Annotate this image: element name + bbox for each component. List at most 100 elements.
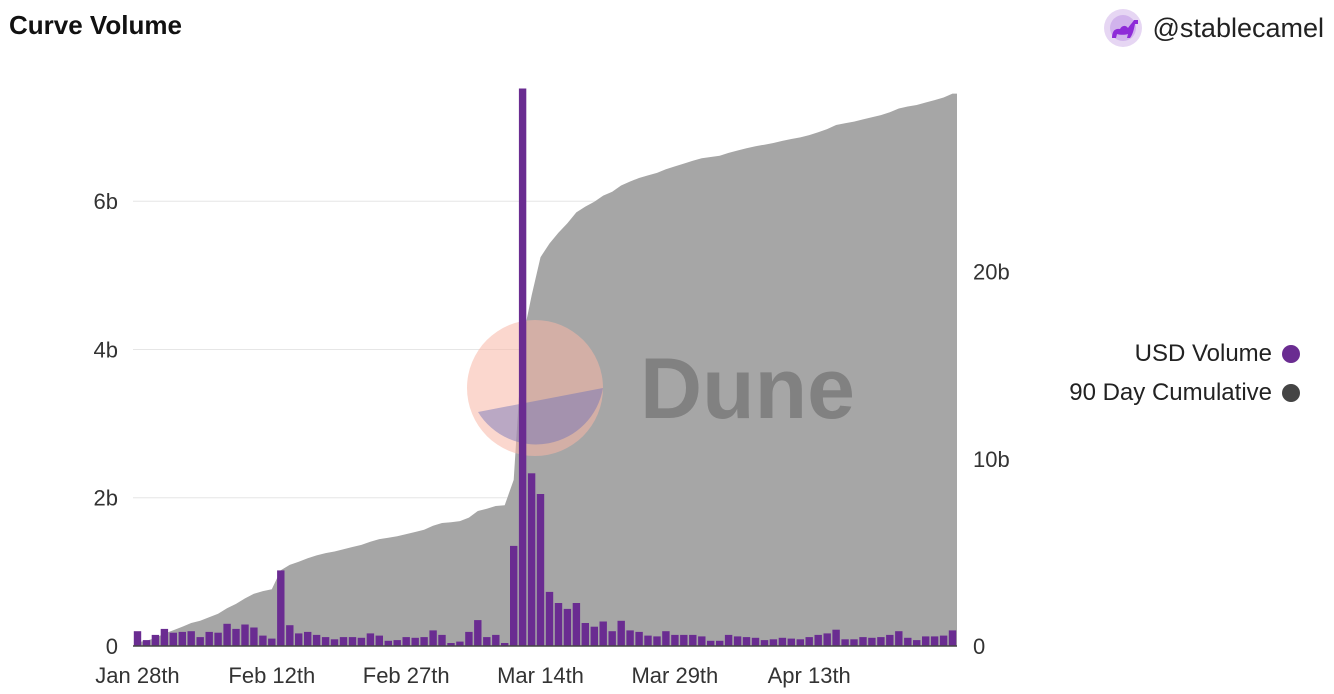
volume-bar <box>295 633 303 646</box>
volume-bar <box>483 637 491 646</box>
author-handle: @stablecamel <box>1152 12 1324 43</box>
volume-bar <box>286 625 294 646</box>
watermark-logo-shade <box>478 388 603 445</box>
volume-bar <box>241 624 249 646</box>
volume-bar <box>536 494 545 646</box>
legend-label: USD Volume <box>1134 339 1272 367</box>
volume-bar <box>214 632 222 646</box>
volume-bar <box>357 637 366 646</box>
x-axis-tick-label: Mar 29th <box>631 663 718 688</box>
volume-bar <box>805 637 813 646</box>
volume-bar <box>321 637 330 646</box>
volume-bar <box>366 633 375 646</box>
volume-bar <box>393 640 401 646</box>
x-axis-tick-label: Apr 13th <box>768 663 851 688</box>
volume-bar <box>689 634 697 646</box>
volume-bar <box>635 631 643 646</box>
volume-bar <box>778 637 787 646</box>
volume-bar <box>769 639 778 646</box>
volume-bar <box>787 638 795 646</box>
volume-bar <box>420 637 428 646</box>
volume-bar <box>447 643 455 646</box>
volume-bar <box>268 638 276 646</box>
volume-bar <box>724 634 733 646</box>
volume-bar <box>375 635 383 646</box>
volume-bar <box>277 570 285 646</box>
volume-bar <box>572 603 581 646</box>
legend-item-90-day-cumulative[interactable]: 90 Day Cumulative <box>1050 373 1300 412</box>
legend-dot-icon <box>1282 383 1300 402</box>
volume-bar <box>438 634 446 646</box>
volume-bar <box>617 620 625 646</box>
volume-bar <box>626 630 634 646</box>
left-axis-tick-label: 2b <box>94 486 118 511</box>
volume-bar <box>429 630 437 646</box>
volume-bar <box>796 639 804 646</box>
watermark-logo-icon <box>467 320 603 456</box>
volume-bar <box>312 634 321 646</box>
volume-bar <box>895 631 903 646</box>
watermark-text: Dune <box>640 341 855 437</box>
volume-bar <box>590 626 598 646</box>
volume-bar <box>751 637 760 646</box>
volume-bar <box>653 636 661 646</box>
volume-bar <box>527 473 536 646</box>
volume-bar <box>608 631 616 646</box>
volume-bar <box>330 639 339 646</box>
author-badge[interactable]: @stablecamel <box>1103 8 1324 48</box>
volume-bar <box>841 639 849 646</box>
right-axis-tick-label: 0 <box>973 634 985 659</box>
camel-avatar-icon <box>1103 9 1142 47</box>
volume-bar <box>205 631 213 646</box>
volume-bar <box>922 636 930 646</box>
volume-bar <box>232 628 240 646</box>
volume-bar <box>680 634 688 646</box>
volume-bar <box>492 634 500 646</box>
volume-bar <box>402 637 410 646</box>
volume-bar <box>160 628 169 646</box>
volume-bar <box>850 639 858 646</box>
volume-bar <box>581 623 589 646</box>
volume-bar <box>644 635 652 646</box>
dune-watermark: Dune <box>467 320 855 456</box>
volume-bar <box>304 631 312 646</box>
volume-bar <box>411 637 419 646</box>
volume-bar <box>151 634 160 646</box>
legend-dot-icon <box>1282 344 1300 363</box>
left-axis-tick-label: 6b <box>94 189 118 214</box>
volume-bar <box>474 620 482 646</box>
volume-bar <box>599 621 607 646</box>
volume-bar <box>733 636 742 646</box>
legend-label: 90 Day Cumulative <box>1069 378 1272 406</box>
volume-bar <box>348 637 357 646</box>
volume-bar <box>886 634 894 646</box>
volume-bar <box>814 634 822 646</box>
legend-item-usd-volume[interactable]: USD Volume <box>1050 334 1300 373</box>
volume-bar <box>169 632 177 646</box>
volume-bar <box>930 636 939 646</box>
volume-bar <box>133 631 142 646</box>
volume-bar <box>868 637 876 646</box>
volume-bar <box>913 640 921 646</box>
left-axis-tick-label: 0 <box>106 634 118 659</box>
volume-bar <box>939 635 948 646</box>
volume-bar <box>384 640 392 646</box>
volume-bar <box>456 641 464 646</box>
usd-volume-bars <box>133 88 957 646</box>
x-axis-tick-label: Feb 12th <box>228 663 315 688</box>
x-axis-tick-label: Feb 27th <box>363 663 450 688</box>
volume-bar <box>196 637 204 646</box>
legend: USD Volume 90 Day Cumulative <box>1050 334 1300 412</box>
volume-bar <box>707 640 715 646</box>
x-axis-tick-label: Mar 14th <box>497 663 584 688</box>
volume-bar <box>760 640 769 646</box>
x-axis-tick-label: Jan 28th <box>95 663 179 688</box>
volume-bar <box>554 603 563 646</box>
volume-bar <box>877 637 885 646</box>
volume-bar <box>518 88 527 646</box>
volume-bar <box>501 643 509 646</box>
volume-bar <box>563 608 572 646</box>
volume-bar <box>187 631 195 646</box>
right-axis-ticks: 0 10b 20b <box>973 260 1010 659</box>
